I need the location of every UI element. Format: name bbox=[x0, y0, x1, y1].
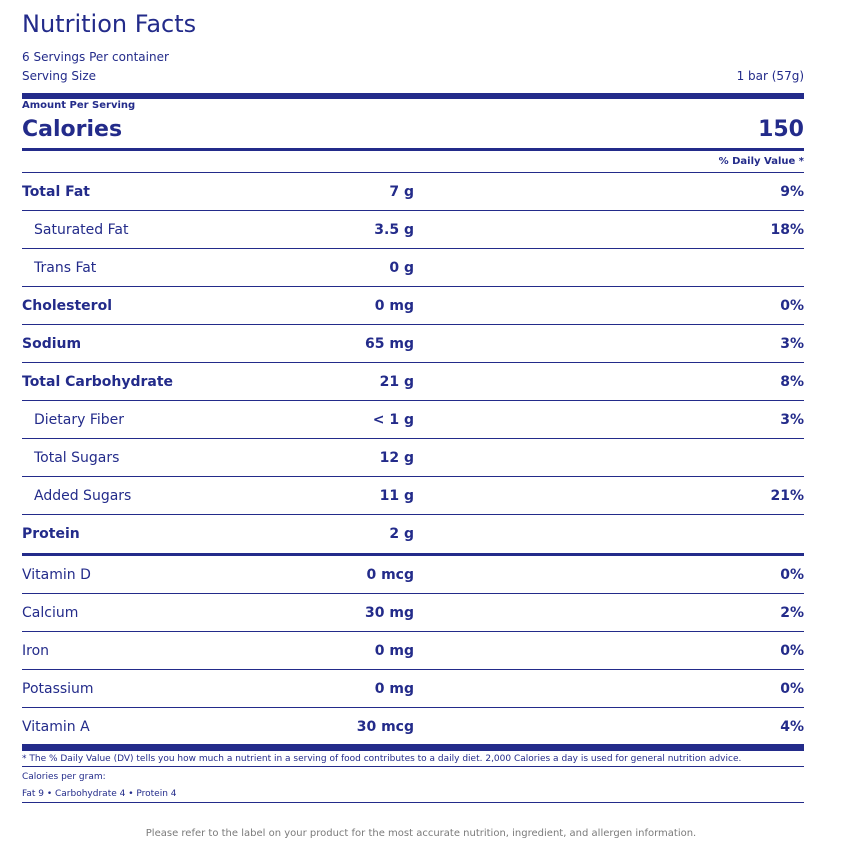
row-divider bbox=[22, 476, 804, 477]
label-disclaimer: Please refer to the label on your produc… bbox=[145, 828, 697, 839]
nutrient-row: Vitamin D 0 mcg 0% bbox=[22, 556, 804, 593]
nutrient-amount: 3.5 g bbox=[374, 222, 414, 238]
nutrient-name: Iron bbox=[22, 643, 50, 659]
row-divider bbox=[22, 438, 804, 439]
nutrient-name: Protein bbox=[22, 526, 80, 542]
nutrient-row: Saturated Fat 3.5 g 18% bbox=[22, 211, 804, 248]
nutrient-name: Trans Fat bbox=[34, 260, 97, 276]
nutrient-row: Vitamin A 30 mcg 4% bbox=[22, 708, 804, 745]
nutrient-row: Cholesterol 0 mg 0% bbox=[22, 287, 804, 324]
thick-divider bbox=[22, 93, 804, 99]
nutrient-name: Added Sugars bbox=[34, 488, 132, 504]
daily-value-footnote: * The % Daily Value (DV) tells you how m… bbox=[22, 754, 742, 764]
nutrient-row: Total Carbohydrate 21 g 8% bbox=[22, 363, 804, 400]
thick-divider bbox=[22, 744, 804, 751]
calories-value: 150 bbox=[758, 117, 804, 142]
divider bbox=[22, 172, 804, 173]
calories-label: Calories bbox=[22, 117, 123, 142]
nutrient-row: Potassium 0 mg 0% bbox=[22, 670, 804, 707]
nutrient-daily-value: 3% bbox=[780, 412, 804, 428]
calories-per-gram-values: Fat 9 • Carbohydrate 4 • Protein 4 bbox=[22, 789, 177, 799]
nutrient-amount: 2 g bbox=[389, 526, 414, 542]
amount-per-serving-label: Amount Per Serving bbox=[22, 100, 136, 111]
nutrient-row: Trans Fat 0 g bbox=[22, 249, 804, 286]
row-divider bbox=[22, 210, 804, 211]
nutrient-name: Saturated Fat bbox=[34, 222, 129, 238]
nutrient-amount: 0 mg bbox=[374, 298, 414, 314]
medium-divider bbox=[22, 553, 804, 556]
nutrient-name: Total Sugars bbox=[34, 450, 120, 466]
nutrient-name: Vitamin D bbox=[22, 567, 91, 583]
nutrient-row: Added Sugars 11 g 21% bbox=[22, 477, 804, 514]
row-divider bbox=[22, 669, 804, 670]
nutrient-daily-value: 0% bbox=[780, 298, 804, 314]
nutrient-amount: 7 g bbox=[389, 184, 414, 200]
servings-per-container: 6 Servings Per container bbox=[22, 50, 169, 64]
nutrient-row: Sodium 65 mg 3% bbox=[22, 325, 804, 362]
row-divider bbox=[22, 707, 804, 708]
nutrient-daily-value: 8% bbox=[780, 374, 804, 390]
nutrient-amount: 12 g bbox=[379, 450, 414, 466]
nutrient-name: Vitamin A bbox=[22, 719, 90, 735]
nutrient-row: Protein 2 g bbox=[22, 515, 804, 552]
nutrient-name: Potassium bbox=[22, 681, 94, 697]
daily-value-header: % Daily Value * bbox=[718, 156, 804, 167]
row-divider bbox=[22, 400, 804, 401]
nutrient-name: Cholesterol bbox=[22, 298, 112, 314]
nutrient-daily-value: 18% bbox=[770, 222, 804, 238]
row-divider bbox=[22, 631, 804, 632]
nutrient-amount: 21 g bbox=[379, 374, 414, 390]
nutrition-facts-title: Nutrition Facts bbox=[22, 10, 197, 38]
serving-size-value: 1 bar (57g) bbox=[736, 69, 804, 83]
nutrient-amount: 11 g bbox=[379, 488, 414, 504]
nutrient-daily-value: 21% bbox=[770, 488, 804, 504]
nutrient-daily-value: 2% bbox=[780, 605, 804, 621]
row-divider bbox=[22, 248, 804, 249]
nutrient-daily-value: 9% bbox=[780, 184, 804, 200]
nutrient-amount: 30 mcg bbox=[356, 719, 414, 735]
calories-per-gram-label: Calories per gram: bbox=[22, 772, 106, 782]
row-divider bbox=[22, 362, 804, 363]
nutrient-daily-value: 0% bbox=[780, 643, 804, 659]
row-divider bbox=[22, 286, 804, 287]
nutrient-name: Dietary Fiber bbox=[34, 412, 125, 428]
nutrient-daily-value: 4% bbox=[780, 719, 804, 735]
nutrient-amount: 0 mcg bbox=[366, 567, 414, 583]
divider bbox=[22, 802, 804, 803]
nutrient-amount: 65 mg bbox=[365, 336, 414, 352]
divider bbox=[22, 766, 804, 767]
nutrient-row: Dietary Fiber < 1 g 3% bbox=[22, 401, 804, 438]
nutrient-row: Total Fat 7 g 9% bbox=[22, 173, 804, 210]
nutrient-amount: 0 mg bbox=[374, 643, 414, 659]
nutrient-amount: 0 g bbox=[389, 260, 414, 276]
nutrient-name: Total Carbohydrate bbox=[22, 374, 174, 390]
row-divider bbox=[22, 593, 804, 594]
nutrient-daily-value: 0% bbox=[780, 567, 804, 583]
nutrient-amount: 0 mg bbox=[374, 681, 414, 697]
nutrient-row: Calcium 30 mg 2% bbox=[22, 594, 804, 631]
row-divider bbox=[22, 324, 804, 325]
serving-size-label: Serving Size bbox=[22, 69, 97, 83]
nutrient-amount: 30 mg bbox=[365, 605, 414, 621]
nutrient-daily-value: 0% bbox=[780, 681, 804, 697]
nutrient-daily-value: 3% bbox=[780, 336, 804, 352]
medium-divider bbox=[22, 148, 804, 151]
row-divider bbox=[22, 514, 804, 515]
nutrient-row: Total Sugars 12 g bbox=[22, 439, 804, 476]
nutrient-name: Total Fat bbox=[22, 184, 91, 200]
nutrient-row: Iron 0 mg 0% bbox=[22, 632, 804, 669]
nutrient-name: Calcium bbox=[22, 605, 79, 621]
nutrient-name: Sodium bbox=[22, 336, 82, 352]
nutrient-amount: < 1 g bbox=[372, 412, 414, 428]
